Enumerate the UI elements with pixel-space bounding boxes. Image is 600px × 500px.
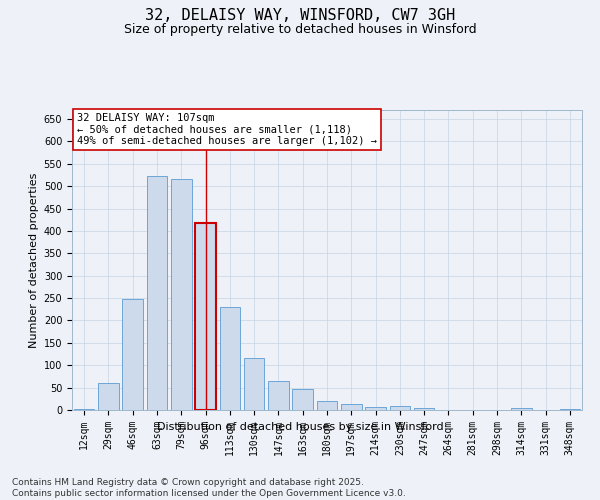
Bar bbox=[122, 299, 143, 410]
Bar bbox=[511, 408, 532, 410]
Bar bbox=[74, 409, 94, 410]
Bar bbox=[171, 180, 191, 410]
Bar bbox=[389, 406, 410, 410]
Bar bbox=[414, 408, 434, 410]
Bar bbox=[244, 358, 265, 410]
Bar bbox=[220, 307, 240, 410]
Bar bbox=[560, 408, 580, 410]
Bar bbox=[268, 381, 289, 410]
Text: Distribution of detached houses by size in Winsford: Distribution of detached houses by size … bbox=[157, 422, 443, 432]
Text: Contains HM Land Registry data © Crown copyright and database right 2025.
Contai: Contains HM Land Registry data © Crown c… bbox=[12, 478, 406, 498]
Bar bbox=[195, 223, 216, 410]
Text: Size of property relative to detached houses in Winsford: Size of property relative to detached ho… bbox=[124, 22, 476, 36]
Y-axis label: Number of detached properties: Number of detached properties bbox=[29, 172, 40, 348]
Bar bbox=[341, 404, 362, 410]
Bar bbox=[292, 388, 313, 410]
Bar bbox=[365, 407, 386, 410]
Text: 32 DELAISY WAY: 107sqm
← 50% of detached houses are smaller (1,118)
49% of semi-: 32 DELAISY WAY: 107sqm ← 50% of detached… bbox=[77, 113, 377, 146]
Bar bbox=[317, 401, 337, 410]
Text: 32, DELAISY WAY, WINSFORD, CW7 3GH: 32, DELAISY WAY, WINSFORD, CW7 3GH bbox=[145, 8, 455, 22]
Bar bbox=[98, 383, 119, 410]
Bar bbox=[146, 176, 167, 410]
